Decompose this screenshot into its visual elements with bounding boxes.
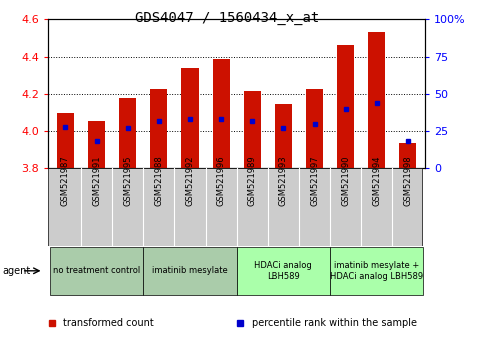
Bar [213,59,229,168]
Text: GSM521993: GSM521993 [279,155,288,206]
Text: imatinib mesylate: imatinib mesylate [152,266,228,275]
Bar [50,247,143,295]
Text: GSM521998: GSM521998 [403,155,412,206]
Text: GSM521996: GSM521996 [216,155,226,206]
Bar [237,247,330,295]
Text: agent: agent [2,266,30,276]
Text: GSM521992: GSM521992 [185,155,195,206]
Text: transformed count: transformed count [63,318,154,328]
Bar [330,247,424,295]
Bar [88,121,105,168]
Text: GSM521997: GSM521997 [310,155,319,206]
Bar [399,143,416,168]
Text: no treatment control: no treatment control [53,266,140,275]
Text: GSM521995: GSM521995 [123,155,132,206]
Text: GSM521987: GSM521987 [61,155,70,206]
Bar [337,45,354,168]
Text: HDACi analog
LBH589: HDACi analog LBH589 [255,261,312,281]
Text: GSM521989: GSM521989 [248,155,257,206]
Text: GSM521990: GSM521990 [341,155,350,206]
Bar [368,32,385,168]
Text: imatinib mesylate +
HDACi analog LBH589: imatinib mesylate + HDACi analog LBH589 [330,261,423,281]
Text: percentile rank within the sample: percentile rank within the sample [252,318,417,328]
Bar [57,113,74,168]
Bar [306,89,323,168]
Bar [143,247,237,295]
Bar [119,98,136,168]
Bar [275,104,292,168]
Bar [150,89,168,168]
Bar [182,68,199,168]
Text: GSM521994: GSM521994 [372,155,381,206]
Text: GSM521991: GSM521991 [92,155,101,206]
Text: GSM521988: GSM521988 [155,155,163,206]
Text: GDS4047 / 1560434_x_at: GDS4047 / 1560434_x_at [135,11,319,25]
Bar [244,91,261,168]
